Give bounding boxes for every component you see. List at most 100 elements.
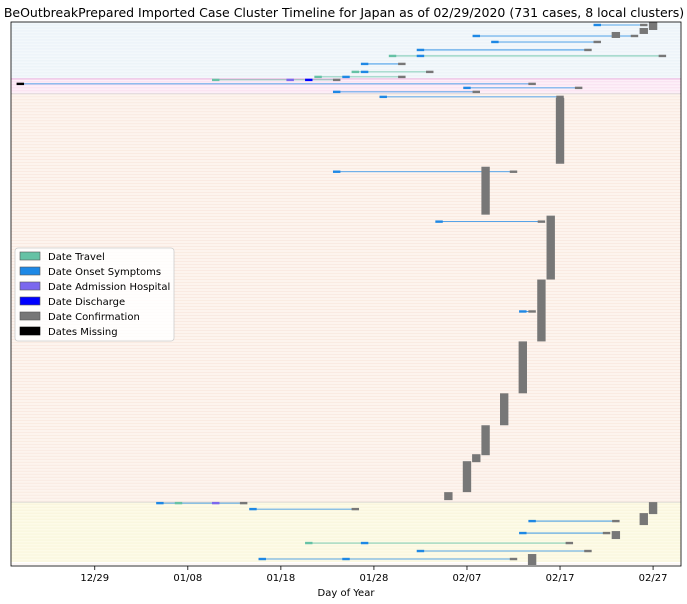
onset-date-mark — [342, 75, 350, 79]
legend-swatch — [19, 296, 41, 306]
confirmation-date-mark — [332, 78, 341, 82]
confirmation-date-mark — [509, 557, 518, 561]
x-tick-label: 02/17 — [546, 573, 575, 584]
x-tick-label: 01/28 — [360, 573, 389, 584]
onset-date-mark — [472, 34, 480, 38]
confirmation-block — [444, 492, 453, 501]
cluster-band-1 — [11, 78, 681, 94]
discharge-date-mark — [305, 78, 313, 82]
legend-items: Date Travel Date Onset Symptoms Date Admis… — [19, 251, 170, 338]
confirmation-date-mark — [351, 507, 360, 511]
confirmation-block — [639, 513, 648, 526]
legend-swatch — [19, 251, 41, 261]
confirmation-date-mark — [602, 531, 611, 535]
onset-date-mark — [379, 95, 387, 99]
confirmation-block — [500, 393, 509, 426]
x-tick-label: 01/08 — [173, 573, 202, 584]
legend-swatch — [19, 311, 41, 321]
confirmation-date-mark — [658, 54, 667, 58]
legend-box — [14, 247, 175, 342]
legend-swatch — [19, 281, 41, 291]
travel-date-mark — [351, 70, 360, 74]
confirmation-block — [462, 461, 472, 493]
confirmation-date-mark — [574, 86, 583, 90]
travel-date-mark — [212, 78, 220, 82]
onset-date-mark — [360, 70, 369, 74]
legend-label: Date Discharge — [48, 297, 125, 308]
confirmation-block — [537, 279, 546, 342]
onset-date-mark — [519, 531, 527, 535]
onset-date-mark — [360, 62, 369, 66]
confirmation-date-mark — [584, 549, 592, 553]
confirmation-date-mark — [472, 90, 480, 94]
confirmation-date-mark — [584, 48, 592, 52]
confirmation-date-mark — [593, 40, 601, 44]
confirmation-date-mark — [398, 75, 406, 79]
confirmation-date-mark — [398, 62, 406, 66]
missing-date-mark — [16, 82, 25, 86]
legend-label: Date Onset Symptoms — [48, 267, 161, 278]
confirmation-date-mark — [426, 70, 434, 74]
onset-date-mark — [416, 48, 425, 52]
confirmation-block — [472, 454, 481, 463]
x-axis-label: Day of Year — [318, 588, 376, 599]
confirmation-block — [481, 425, 490, 456]
onset-date-mark — [332, 170, 341, 173]
travel-date-mark — [174, 501, 183, 505]
timeline-marks — [16, 22, 667, 566]
onset-date-mark — [593, 23, 601, 27]
confirmation-block — [518, 341, 527, 394]
confirmation-block — [481, 166, 490, 215]
x-tick-label: 02/07 — [453, 573, 482, 584]
confirmation-date-mark — [537, 220, 546, 223]
plot-frame — [10, 21, 682, 567]
legend-swatch — [19, 266, 41, 276]
onset-date-mark — [463, 86, 471, 90]
legend: Date Travel Date Onset Symptoms Date Admis… — [14, 247, 175, 342]
onset-date-mark — [491, 40, 499, 44]
x-axis: 12/29 01/08 01/18 01/28 02/07 02/17 02/27 — [80, 566, 667, 584]
legend-label: Date Confirmation — [48, 312, 140, 323]
confirmation-block — [611, 31, 621, 38]
confirmation-block — [611, 531, 621, 540]
confirmation-date-mark — [640, 23, 648, 27]
onset-date-mark — [360, 541, 369, 545]
confirmation-date-mark — [528, 310, 536, 313]
legend-label: Dates Missing — [48, 327, 118, 338]
confirmation-block — [639, 27, 648, 34]
onset-date-mark — [332, 90, 341, 94]
onset-date-mark — [519, 310, 527, 313]
admission-date-mark — [212, 501, 220, 505]
x-tick-label: 01/18 — [266, 573, 295, 584]
onset-date-mark — [416, 549, 425, 553]
confirmation-date-mark — [630, 34, 639, 38]
chart-title: BeOutbreakPrepared Imported Case Cluster… — [4, 5, 684, 20]
plot-area — [10, 21, 682, 567]
confirmation-date-mark — [556, 95, 564, 99]
row-gridlines — [11, 21, 681, 565]
confirmation-block — [648, 502, 658, 515]
confirmation-date-mark — [509, 170, 518, 173]
travel-date-mark — [388, 54, 397, 58]
confirmation-date-mark — [612, 519, 620, 523]
confirmation-block — [648, 22, 658, 30]
onset-date-mark — [528, 519, 536, 523]
onset-date-mark — [249, 507, 257, 511]
confirmation-block — [555, 97, 565, 164]
cluster-band-3 — [11, 502, 681, 563]
onset-date-mark — [156, 501, 164, 505]
confirmation-block — [546, 215, 555, 280]
onset-date-mark — [258, 557, 266, 561]
onset-date-mark — [416, 54, 425, 58]
x-tick-label: 02/27 — [639, 573, 668, 584]
cluster-band-0 — [11, 22, 681, 79]
confirmation-date-mark — [528, 82, 536, 86]
legend-swatch — [19, 326, 41, 336]
travel-date-mark — [314, 75, 322, 79]
onset-date-mark — [435, 220, 443, 223]
confirmation-date-mark — [565, 541, 574, 545]
legend-label: Date Travel — [48, 252, 105, 263]
x-tick-label: 12/29 — [80, 573, 109, 584]
travel-date-mark — [305, 541, 313, 545]
